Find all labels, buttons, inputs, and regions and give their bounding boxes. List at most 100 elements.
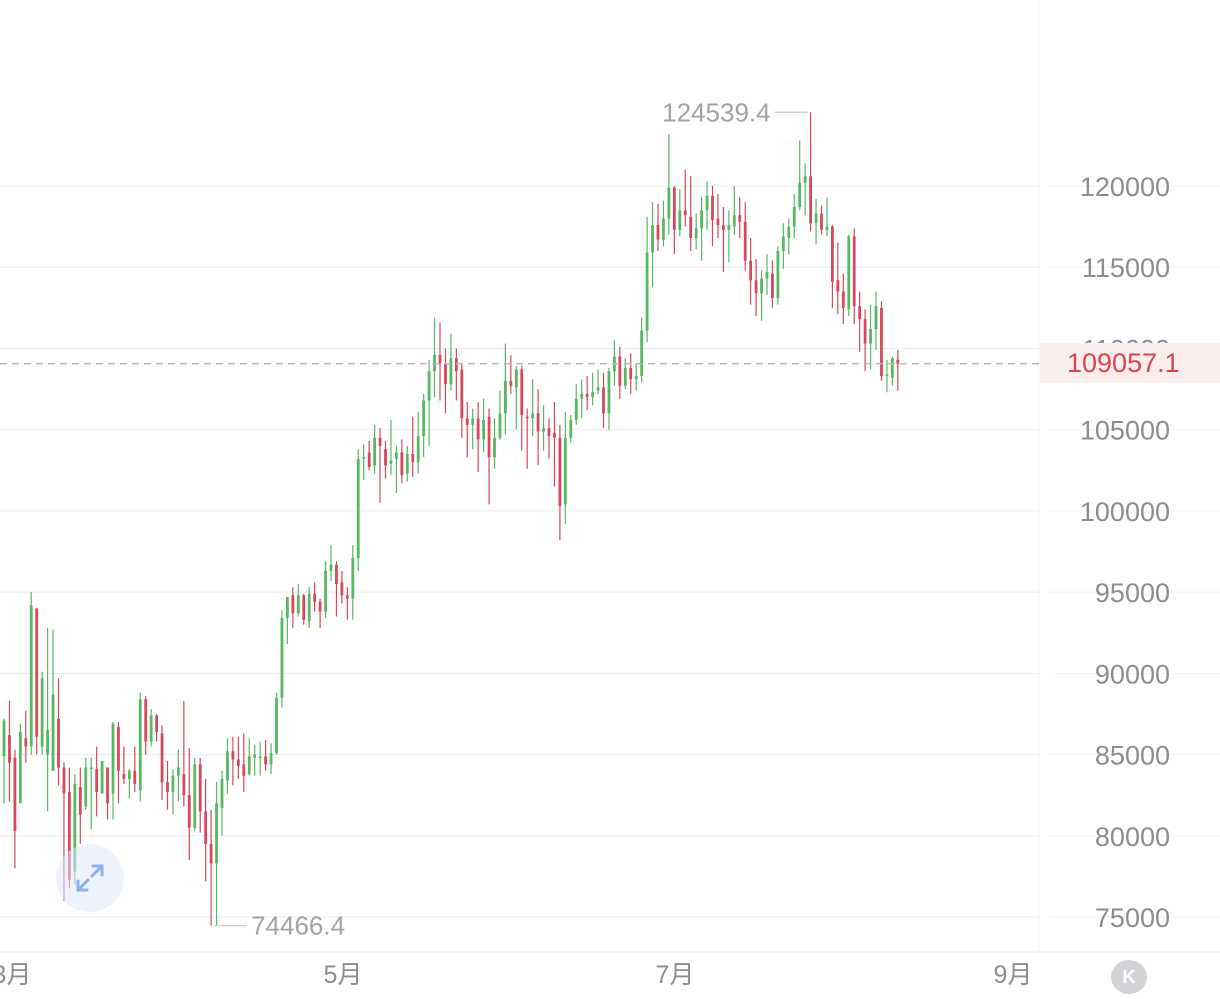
candle bbox=[553, 402, 556, 487]
candle bbox=[885, 359, 889, 393]
candle bbox=[356, 449, 360, 571]
candle bbox=[438, 322, 442, 401]
candle bbox=[727, 210, 731, 263]
candles bbox=[2, 112, 900, 926]
x-tick-label: 5月 bbox=[324, 961, 363, 989]
x-tick-label: 9月 bbox=[994, 961, 1033, 989]
candle bbox=[771, 260, 774, 308]
candle bbox=[585, 376, 589, 411]
candle bbox=[749, 237, 753, 305]
candle bbox=[743, 202, 747, 271]
candle bbox=[24, 710, 28, 763]
candle bbox=[193, 757, 197, 831]
candle bbox=[634, 363, 638, 391]
candle bbox=[280, 609, 284, 708]
candle bbox=[13, 749, 17, 869]
expand-button[interactable] bbox=[56, 844, 124, 912]
candle bbox=[138, 692, 142, 802]
candle bbox=[302, 593, 306, 625]
candle bbox=[149, 709, 153, 747]
candle bbox=[542, 405, 545, 451]
expand-arrows-icon bbox=[76, 864, 104, 892]
x-tick-label: 3月 bbox=[0, 961, 31, 989]
candle bbox=[792, 194, 796, 238]
candle bbox=[596, 369, 600, 394]
candle bbox=[84, 757, 88, 810]
candle bbox=[89, 757, 93, 830]
candle bbox=[716, 194, 720, 238]
high-annotation: 124539.4 bbox=[662, 97, 770, 127]
candle bbox=[765, 254, 769, 295]
candle bbox=[177, 749, 180, 802]
candle bbox=[476, 402, 480, 472]
candle bbox=[700, 197, 703, 261]
candle bbox=[296, 583, 300, 617]
candle bbox=[705, 181, 709, 230]
candle bbox=[122, 746, 126, 784]
candle bbox=[896, 350, 900, 391]
candle bbox=[520, 366, 524, 451]
k-button[interactable]: K bbox=[1111, 960, 1147, 994]
candle bbox=[574, 384, 578, 425]
candle bbox=[514, 366, 518, 430]
low-annotation: 74466.4 bbox=[251, 911, 345, 941]
candle bbox=[400, 439, 404, 484]
candle bbox=[558, 424, 562, 541]
candle bbox=[313, 582, 317, 612]
candle bbox=[215, 782, 218, 926]
candle bbox=[880, 301, 883, 381]
candle bbox=[547, 418, 551, 459]
candle bbox=[487, 408, 491, 505]
candle bbox=[345, 587, 349, 620]
candle bbox=[160, 725, 164, 801]
candle bbox=[602, 372, 605, 429]
candle bbox=[825, 197, 829, 237]
candle bbox=[591, 372, 594, 406]
candle bbox=[422, 393, 426, 458]
candle bbox=[760, 270, 763, 321]
candle bbox=[863, 309, 867, 372]
candle bbox=[803, 163, 807, 216]
candle bbox=[46, 627, 49, 812]
y-tick-label: 115000 bbox=[1082, 253, 1170, 283]
candle bbox=[18, 723, 22, 804]
candle bbox=[689, 176, 693, 251]
y-tick-label: 90000 bbox=[1095, 659, 1170, 689]
candle bbox=[416, 411, 420, 474]
candle bbox=[166, 761, 169, 810]
candle bbox=[411, 416, 415, 477]
candle bbox=[672, 186, 676, 255]
candle bbox=[340, 570, 344, 604]
candle bbox=[373, 424, 376, 474]
candle bbox=[536, 389, 540, 466]
candle bbox=[465, 402, 469, 458]
candle bbox=[754, 259, 758, 316]
candle bbox=[307, 587, 311, 628]
candle bbox=[504, 343, 507, 435]
candle bbox=[640, 317, 644, 383]
candle bbox=[242, 733, 246, 792]
candle bbox=[656, 203, 660, 251]
candle bbox=[869, 304, 872, 370]
candle bbox=[95, 746, 99, 817]
candle bbox=[231, 736, 235, 786]
candle bbox=[335, 561, 338, 617]
candle bbox=[841, 273, 845, 325]
candle bbox=[662, 200, 665, 247]
candle bbox=[711, 186, 714, 247]
candle bbox=[651, 202, 654, 287]
candle bbox=[482, 398, 485, 453]
candle bbox=[264, 739, 267, 771]
candle bbox=[389, 419, 393, 476]
candle bbox=[645, 216, 649, 342]
candle bbox=[531, 379, 535, 437]
current-price-label: 109057.1 bbox=[1040, 343, 1220, 383]
candle bbox=[509, 354, 513, 394]
candle bbox=[269, 743, 273, 775]
y-tick-label: 75000 bbox=[1095, 903, 1170, 933]
candle bbox=[629, 353, 633, 394]
candle bbox=[209, 809, 213, 926]
y-axis: 1200001150001100001050001000009500090000… bbox=[1080, 172, 1170, 933]
